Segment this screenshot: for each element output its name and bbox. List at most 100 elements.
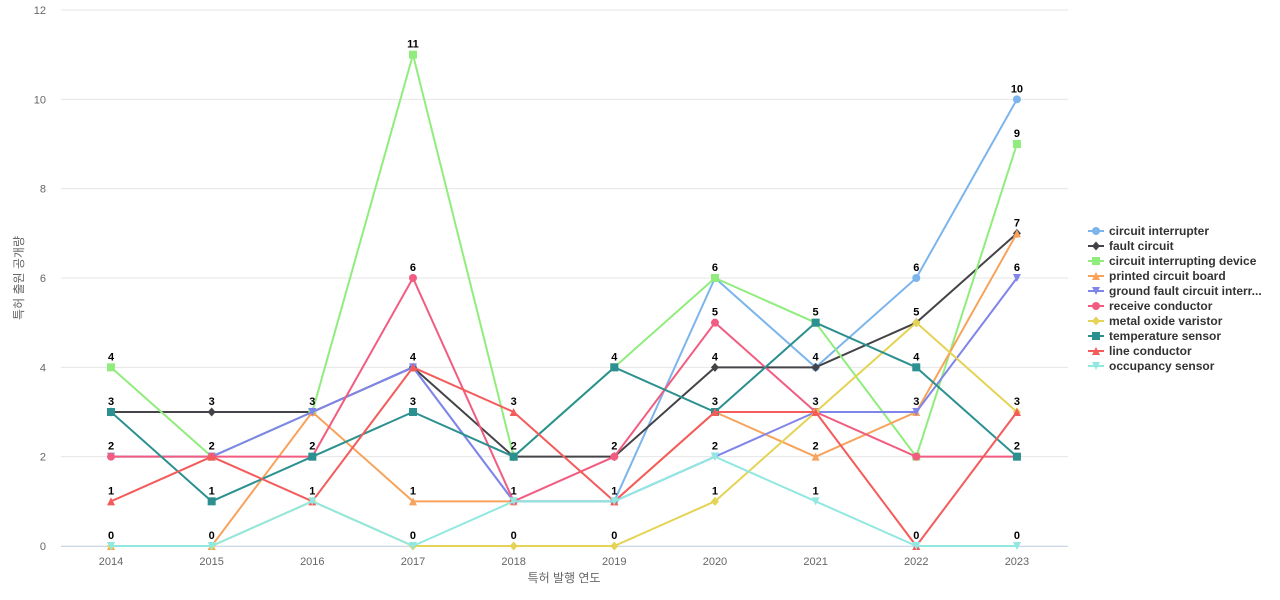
data-point[interactable] — [408, 497, 417, 506]
data-point[interactable] — [710, 318, 719, 327]
legend-label: circuit interrupting device — [1109, 254, 1257, 268]
data-point[interactable] — [610, 452, 619, 461]
legend-marker[interactable] — [1092, 362, 1100, 370]
data-point[interactable] — [207, 452, 216, 461]
legend-label: occupancy sensor — [1109, 359, 1215, 373]
legend-marker[interactable] — [1092, 316, 1100, 326]
legend-item[interactable]: ground fault circuit interr... — [1088, 284, 1262, 298]
data-point[interactable] — [207, 542, 216, 550]
series-occupancy-sensor — [107, 452, 1021, 550]
legend-item[interactable]: temperature sensor — [1088, 329, 1221, 343]
data-point[interactable] — [811, 497, 820, 506]
data-point[interactable] — [1012, 452, 1021, 461]
data-point[interactable] — [710, 408, 719, 416]
legend-marker[interactable] — [1092, 302, 1100, 310]
data-label: 1 — [511, 485, 517, 497]
legend-item[interactable]: occupancy sensor — [1088, 359, 1215, 373]
data-point[interactable] — [107, 542, 115, 550]
data-label: 5 — [712, 307, 718, 319]
legend-marker[interactable] — [1092, 241, 1100, 251]
data-point[interactable] — [408, 274, 417, 282]
data-label: 2 — [813, 441, 819, 453]
data-point[interactable] — [811, 452, 820, 461]
legend-item[interactable]: printed circuit board — [1088, 269, 1226, 283]
data-point[interactable] — [811, 318, 820, 327]
x-tick-label: 2020 — [703, 556, 727, 568]
data-label: 1 — [309, 485, 315, 497]
data-point[interactable] — [107, 408, 115, 416]
data-point[interactable] — [1012, 229, 1021, 238]
x-tick-label: 2019 — [602, 556, 626, 568]
data-point[interactable] — [710, 362, 719, 372]
data-point[interactable] — [509, 497, 518, 506]
data-point[interactable] — [1012, 274, 1021, 282]
data-point[interactable] — [1012, 408, 1021, 416]
legend-label: temperature sensor — [1109, 329, 1221, 343]
data-label: 4 — [712, 351, 719, 363]
data-label: 3 — [511, 396, 517, 408]
data-point[interactable] — [811, 362, 820, 372]
data-label: 2 — [309, 441, 315, 453]
y-tick-label: 2 — [40, 452, 46, 464]
data-label: 5 — [913, 307, 919, 319]
data-point[interactable] — [1012, 140, 1021, 148]
legend-marker[interactable] — [1092, 272, 1100, 280]
data-point[interactable] — [107, 497, 115, 506]
legend-marker[interactable] — [1092, 257, 1100, 265]
legend-item[interactable]: receive conductor — [1088, 299, 1213, 313]
data-point[interactable] — [912, 318, 921, 328]
data-point[interactable] — [710, 274, 719, 282]
data-point[interactable] — [308, 497, 317, 506]
legend-marker[interactable] — [1092, 227, 1100, 235]
x-axis-ticks: 2014 2015 2016 2017 2018 2019 2020 2021 2022 2023 — [99, 556, 1029, 568]
data-point[interactable] — [107, 363, 115, 372]
data-label: 0 — [209, 530, 215, 542]
legend-marker[interactable] — [1092, 347, 1100, 355]
data-point[interactable] — [509, 408, 518, 416]
data-point[interactable] — [408, 408, 417, 416]
y-axis-ticks: 0 2 4 6 8 10 12 — [34, 5, 46, 553]
data-point[interactable] — [610, 541, 619, 551]
data-label: 1 — [410, 485, 416, 497]
data-point[interactable] — [912, 363, 921, 372]
data-point[interactable] — [207, 407, 216, 417]
data-label: 1 — [108, 485, 114, 497]
data-label: 3 — [209, 396, 215, 408]
legend-item[interactable]: circuit interrupting device — [1088, 254, 1257, 268]
data-point[interactable] — [710, 496, 719, 506]
legend-item[interactable]: metal oxide varistor — [1088, 314, 1223, 328]
data-point[interactable] — [710, 452, 719, 461]
data-label: 1 — [712, 485, 718, 497]
legend-item[interactable]: fault circuit — [1088, 239, 1174, 253]
legend-label: receive conductor — [1109, 299, 1213, 313]
data-point[interactable] — [107, 452, 115, 461]
data-point[interactable] — [912, 542, 921, 550]
data-point[interactable] — [207, 497, 216, 506]
data-label: 0 — [108, 530, 114, 542]
legend-item[interactable]: circuit interrupter — [1088, 224, 1209, 238]
data-point[interactable] — [912, 452, 921, 461]
legend-marker[interactable] — [1092, 332, 1100, 340]
data-point[interactable] — [1012, 95, 1021, 104]
data-point[interactable] — [509, 541, 518, 551]
data-point[interactable] — [308, 452, 317, 461]
series-line — [110, 53, 1018, 458]
legend-marker[interactable] — [1092, 287, 1100, 295]
data-point[interactable] — [610, 363, 619, 372]
legend-item[interactable]: line conductor — [1088, 344, 1192, 358]
data-point[interactable] — [912, 408, 921, 416]
x-tick-label: 2022 — [904, 556, 928, 568]
series-line — [110, 455, 1018, 547]
data-point[interactable] — [912, 274, 921, 282]
data-point[interactable] — [308, 408, 317, 416]
data-point[interactable] — [408, 363, 417, 372]
data-point[interactable] — [1012, 542, 1021, 550]
data-point[interactable] — [811, 408, 820, 416]
data-point[interactable] — [610, 497, 619, 506]
series-line — [110, 321, 1018, 547]
data-point[interactable] — [408, 542, 417, 550]
data-point[interactable] — [509, 452, 518, 461]
data-point[interactable] — [408, 50, 417, 59]
legend-label: ground fault circuit interr... — [1109, 284, 1262, 298]
